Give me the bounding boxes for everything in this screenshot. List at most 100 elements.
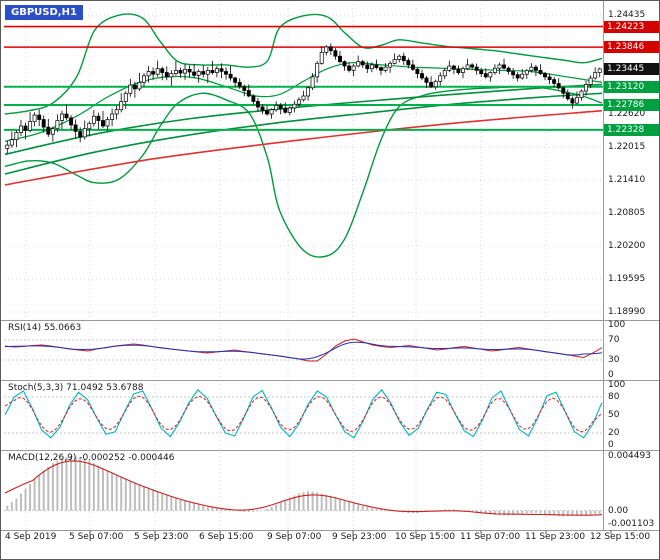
price-level-badge-support: 1.22328 — [604, 123, 659, 136]
price-axis-label: 1.20200 — [608, 241, 646, 251]
candle-body — [479, 70, 484, 75]
candle-body — [69, 117, 74, 126]
candle-body — [160, 68, 165, 73]
candle-body — [205, 70, 210, 75]
candle-body — [410, 64, 415, 70]
candle-body — [570, 98, 575, 104]
time-axis-label: 6 Sep 15:00 — [199, 532, 254, 542]
time-axis-label: 5 Sep 23:00 — [134, 532, 189, 542]
candle-body — [228, 73, 233, 79]
macd-signal-line — [4, 460, 603, 516]
price-axis-label: 1.18990 — [608, 307, 646, 317]
candle-body — [374, 64, 379, 68]
rsi-axis-label: 0 — [608, 370, 614, 380]
candle-body — [438, 75, 443, 82]
bollinger-middle-band — [4, 61, 603, 142]
candle-body — [132, 84, 137, 90]
chart-symbol-title: GBPUSD,H1 — [5, 5, 83, 20]
candle-body — [533, 66, 538, 71]
candle-body — [301, 95, 306, 101]
candle-body — [310, 76, 315, 89]
candle-body — [488, 72, 493, 78]
candle-body — [78, 131, 83, 138]
stoch-axis-label: 50 — [608, 410, 620, 420]
rsi-axis-label: 100 — [608, 320, 626, 330]
candle-body — [41, 119, 46, 128]
candle-body — [465, 64, 470, 70]
candle-body — [60, 113, 64, 121]
candle-body — [169, 73, 174, 78]
rsi-plot — [4, 338, 604, 362]
candle-body — [73, 124, 78, 132]
candle-body — [96, 115, 101, 121]
macd-axis-label: 0.00 — [608, 505, 629, 516]
price-level-badge-support: 1.23120 — [604, 80, 659, 93]
stochastic-plot — [4, 388, 604, 439]
rsi-main-line — [4, 338, 603, 362]
candle-body — [397, 55, 402, 60]
candle-body — [524, 70, 529, 75]
ma-slow-line — [4, 92, 603, 175]
candle-body — [37, 114, 42, 120]
time-axis-label: 10 Sep 15:00 — [395, 532, 456, 542]
candle-body — [401, 55, 406, 61]
candle-body — [442, 70, 447, 77]
candle-body — [265, 110, 269, 115]
panel-frames — [1, 1, 659, 534]
candle-body — [392, 59, 397, 64]
candle-body — [5, 144, 10, 149]
candlesticks — [5, 43, 602, 154]
candle-body — [347, 65, 352, 71]
candle-body — [424, 77, 429, 83]
candle-body — [164, 72, 169, 78]
candle-body — [64, 113, 69, 119]
candle-body — [415, 68, 420, 75]
candle-body — [543, 73, 547, 78]
candle-body — [497, 64, 502, 69]
candle-body — [214, 68, 219, 73]
rsi-smoothed-line — [4, 341, 603, 360]
candle-body — [142, 75, 146, 83]
candle-body — [520, 73, 525, 79]
candle-body — [328, 46, 333, 52]
candle-body — [360, 61, 365, 66]
candle-body — [324, 46, 329, 53]
candle-body — [492, 67, 497, 73]
candle-body — [55, 120, 60, 130]
candle-body — [9, 139, 14, 146]
price-axis-label: 1.19595 — [608, 274, 646, 284]
candle-body — [87, 122, 92, 130]
bollinger-lower-band — [4, 85, 603, 258]
candle-body — [538, 70, 543, 75]
candle-body — [474, 66, 479, 71]
candle-body — [556, 83, 561, 89]
candle-body — [388, 62, 393, 68]
stoch-axis-label: 0 — [608, 440, 614, 450]
candle-body — [296, 99, 301, 105]
time-axis-label: 11 Sep 07:00 — [460, 532, 521, 542]
bollinger-bands — [4, 13, 603, 258]
moving-average-lines — [4, 83, 603, 186]
candle-body — [574, 97, 579, 104]
stoch-signal-line — [4, 395, 603, 433]
candle-body — [333, 50, 338, 57]
price-level-badge-support: 1.22786 — [604, 98, 659, 111]
candle-body — [119, 101, 124, 111]
candle-body — [19, 125, 23, 133]
candle-body — [593, 72, 598, 79]
candle-body — [365, 64, 370, 70]
candle-body — [255, 101, 260, 108]
candle-body — [192, 71, 197, 76]
candle-body — [447, 65, 452, 71]
candle-body — [315, 62, 320, 78]
time-axis-label: 9 Sep 23:00 — [332, 532, 387, 542]
candle-body — [151, 71, 156, 75]
price-axis-label: 1.24435 — [608, 10, 646, 20]
candle-body — [114, 109, 119, 115]
candle-body — [28, 121, 33, 131]
candle-body — [552, 79, 557, 84]
time-axis-label: 11 Sep 23:00 — [525, 532, 586, 542]
candle-body — [319, 52, 324, 64]
